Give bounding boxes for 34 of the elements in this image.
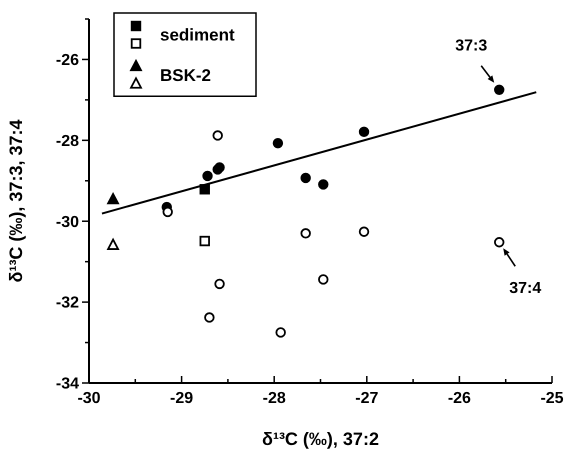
x-tick-label: -29: [170, 390, 194, 407]
legend-label: BSK-2: [160, 66, 212, 85]
y-tick-label: -28: [56, 132, 80, 150]
point: [275, 327, 286, 338]
x-tick-label: -30: [77, 390, 101, 407]
point: [202, 170, 213, 182]
point: [300, 228, 311, 239]
point: [212, 130, 223, 141]
legend-label: sediment: [160, 26, 235, 45]
x-tick-label: -28: [262, 390, 286, 407]
y-axis-title: δ¹³C (‰), 37:3, 37:4: [6, 120, 26, 282]
y-tick-label: -30: [56, 214, 80, 231]
point: [200, 236, 210, 246]
x-tick-label: -27: [355, 390, 378, 407]
annotation: 37:3: [455, 37, 488, 54]
point: [107, 192, 119, 204]
point: [318, 179, 328, 190]
point: [204, 312, 215, 323]
point: [318, 274, 328, 285]
x-tick-label: -26: [448, 390, 472, 407]
y-tick-label: -26: [56, 52, 80, 70]
annotation: 37:4: [509, 280, 542, 297]
point: [214, 278, 225, 290]
point: [300, 172, 311, 184]
point: [107, 238, 119, 250]
point: [358, 226, 370, 237]
y-tick-label: -34: [56, 376, 80, 393]
point: [494, 84, 504, 95]
point: [272, 138, 284, 148]
point: [494, 237, 504, 248]
y-tick-label: -32: [56, 294, 80, 312]
point: [358, 126, 370, 138]
x-tick-label: -25: [540, 390, 564, 407]
x-axis-title: δ¹³C (‰), 37:2: [262, 429, 379, 449]
